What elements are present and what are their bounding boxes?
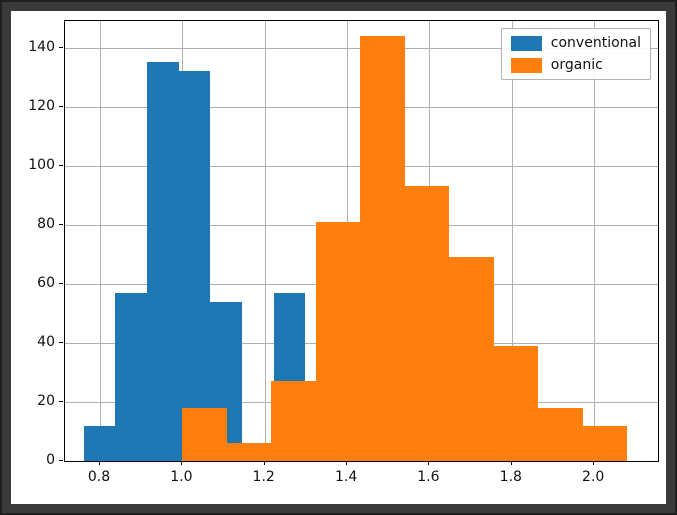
figure-canvas: conventional organic 0.8 1.0 1.2 1.4 1.6 1.8 2… (11, 11, 666, 504)
organic-histogram-bar (360, 35, 405, 461)
gridline-vertical (264, 21, 266, 461)
organic-histogram-bar (404, 186, 450, 461)
organic-histogram-bar (315, 221, 361, 461)
conventional-histogram-bar (83, 425, 116, 461)
x-tick-label: 1.6 (417, 469, 440, 485)
y-tick-mark (59, 223, 63, 225)
legend-item-conventional: conventional (510, 35, 641, 51)
y-tick-mark (59, 105, 63, 107)
y-tick-mark (59, 282, 63, 284)
y-tick-label: 60 (37, 274, 55, 291)
gridline-vertical (100, 21, 101, 461)
x-tick-label: 1.4 (334, 469, 358, 485)
gridline-vertical (594, 21, 596, 461)
organic-histogram-bar (538, 407, 583, 461)
x-tick-label: 0.8 (87, 469, 111, 485)
x-tick-label: 1.8 (499, 469, 522, 485)
conventional-histogram-bar (146, 62, 179, 461)
x-tick-label: 2.0 (582, 469, 605, 485)
conventional-color-swatch (510, 35, 542, 51)
y-tick-mark (59, 341, 63, 343)
organic-histogram-bar (182, 407, 227, 461)
organic-histogram-bar (582, 425, 628, 461)
y-tick-label: 20 (37, 392, 55, 409)
legend: conventional organic (500, 28, 651, 80)
y-tick-label: 120 (28, 97, 55, 114)
organic-color-swatch (510, 57, 542, 73)
y-tick-mark (59, 400, 63, 402)
organic-histogram-bar (449, 257, 494, 461)
y-tick-label: 140 (28, 38, 55, 55)
y-tick-label: 80 (37, 215, 55, 232)
organic-histogram-bar (271, 381, 316, 461)
x-tick-label: 1.2 (252, 469, 275, 485)
legend-label-conventional: conventional (550, 35, 641, 51)
organic-histogram-bar (493, 345, 539, 461)
y-tick-label: 0 (46, 452, 55, 468)
x-tick-label: 1.0 (170, 469, 193, 485)
y-tick-mark (59, 164, 63, 166)
conventional-histogram-bar (115, 292, 147, 461)
plot-area: conventional organic (64, 20, 659, 462)
y-tick-mark (59, 46, 63, 48)
histogram-bars (65, 21, 658, 461)
conventional-histogram-bar (178, 71, 211, 461)
legend-label-organic: organic (550, 57, 603, 73)
y-tick-mark (59, 460, 63, 461)
y-tick-label: 40 (37, 333, 55, 350)
legend-item-organic: organic (510, 57, 641, 73)
gridline-vertical (511, 21, 513, 461)
y-tick-label: 100 (28, 156, 55, 173)
organic-histogram-bar (226, 443, 272, 461)
